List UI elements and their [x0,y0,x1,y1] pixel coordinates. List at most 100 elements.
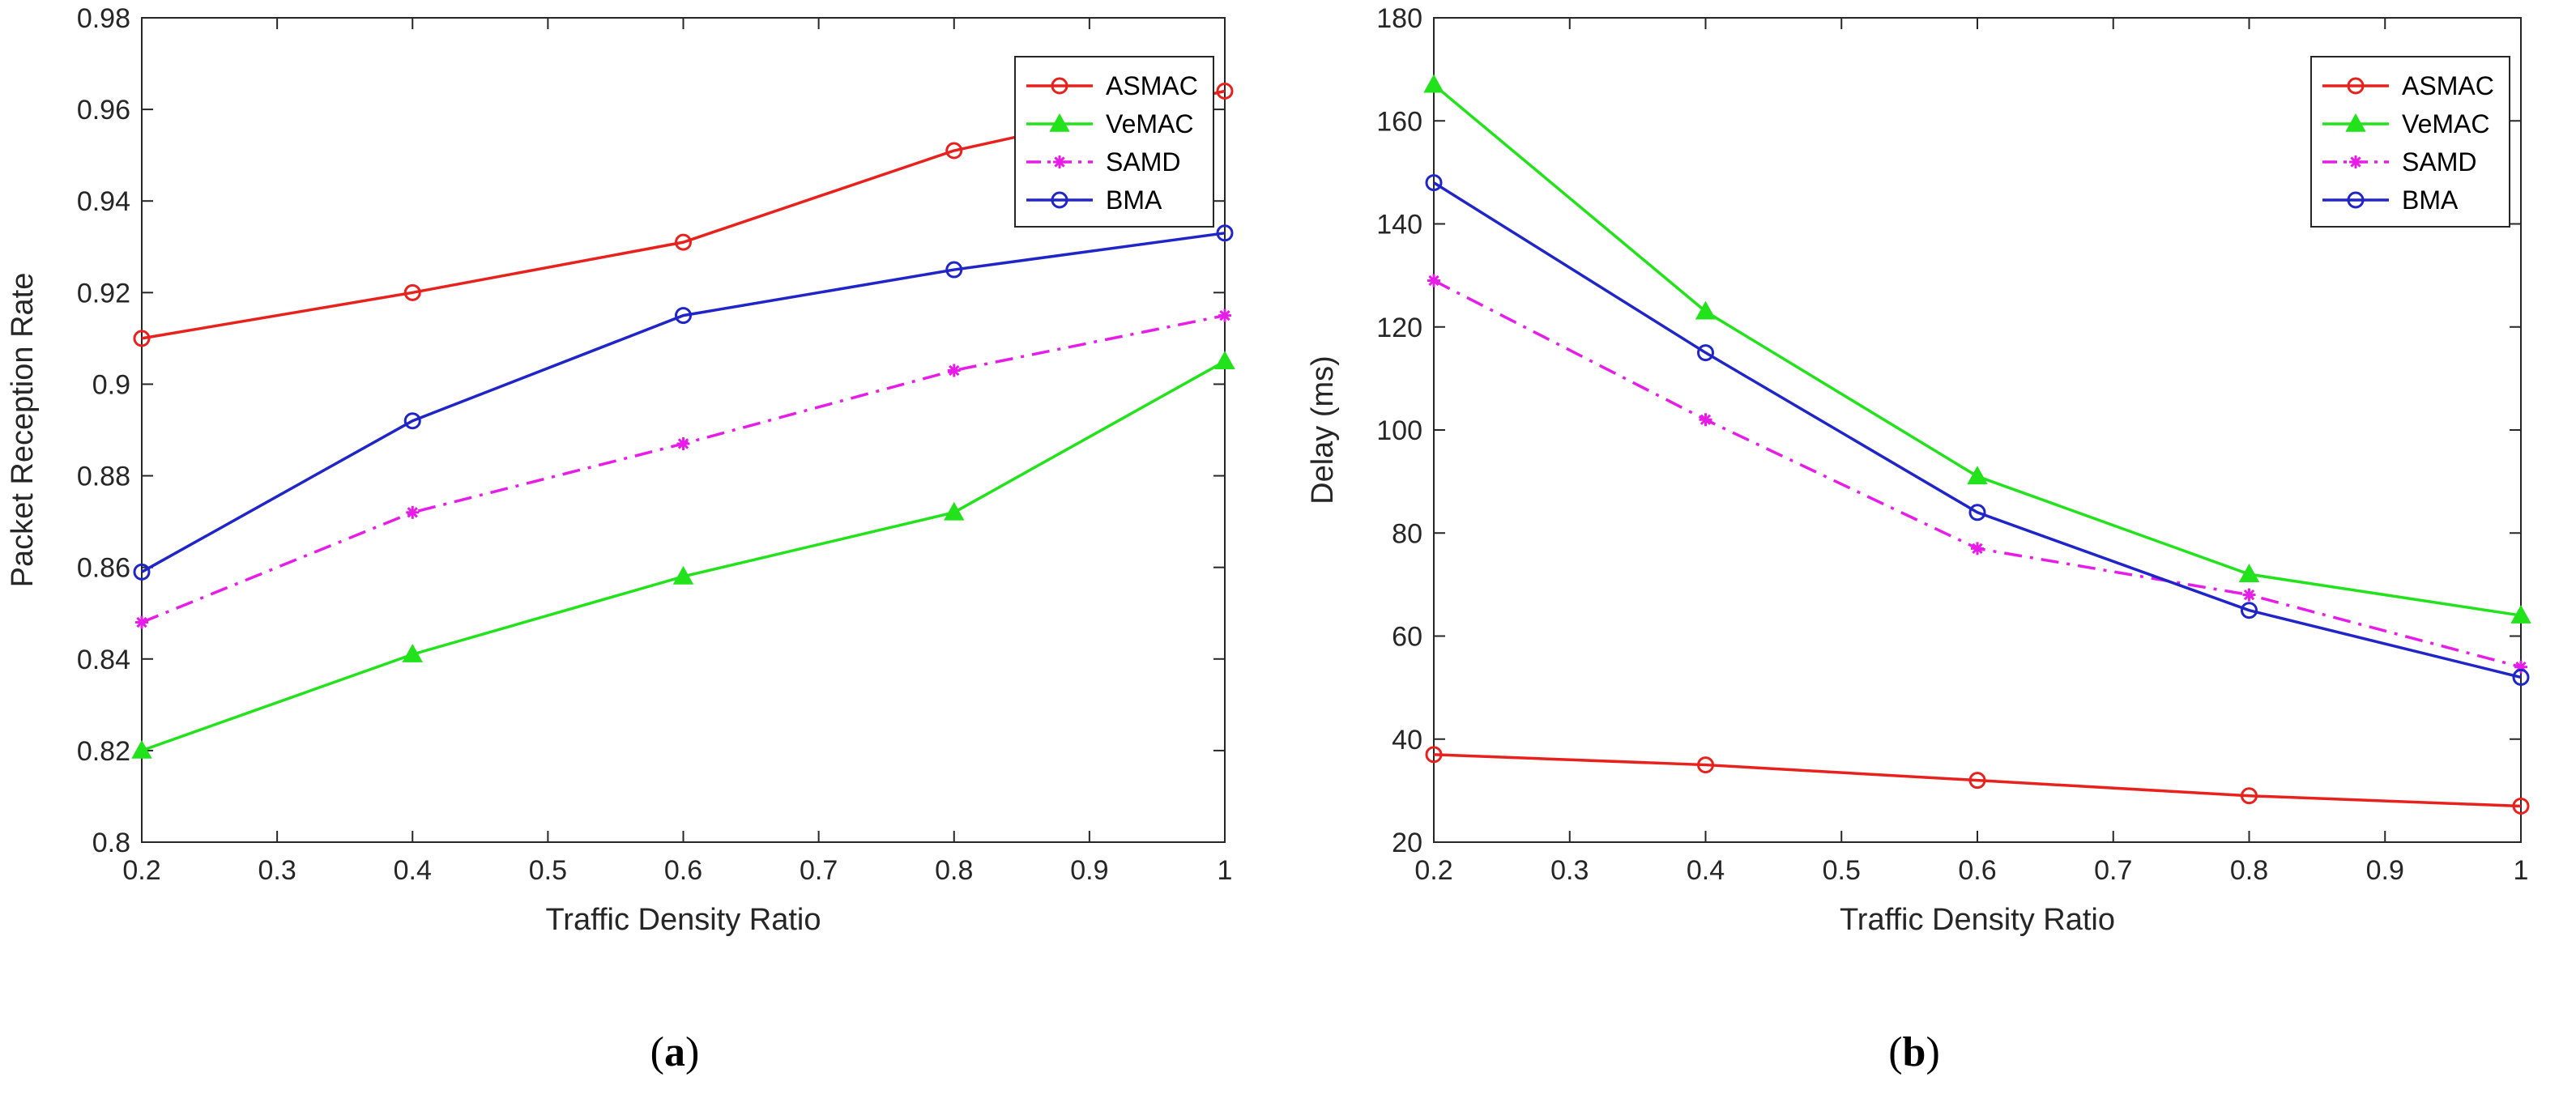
y-tick-label-a: 0.96 [77,95,130,126]
legend-item-bma-a: BMA [1026,185,1162,215]
legend-marker-asmac-b [2347,77,2365,95]
data-point-bma-b [1968,504,1986,521]
legend-item-vemac-b: VeMAC [2322,109,2489,138]
x-tick-label-b: 0.8 [2230,855,2268,886]
caption-b-close: ) [1926,1029,1940,1075]
x-tick-label-b: 0.2 [1414,855,1452,886]
y-tick-label-b: 80 [1392,518,1422,549]
data-point-samd-b [1699,413,1712,427]
y-tick-label-a: 0.88 [77,462,130,492]
x-tick-label-a: 0.9 [1070,855,1108,886]
x-tick-label-a: 0.3 [258,855,296,886]
data-point-asmac-b [2512,797,2530,815]
data-point-asmac-a [1216,82,1234,100]
data-point-vemac-a [672,565,694,585]
data-point-vemac-a [1214,351,1235,369]
data-point-vemac-b [1695,300,1717,320]
y-tick-label-a: 0.84 [77,645,130,675]
legend-marker-samd-a [1053,155,1066,168]
y-tick-label-b: 160 [1376,106,1422,137]
series-vemac-a [131,351,1235,759]
caption-b: (b) [1833,1028,1995,1076]
series-bma-b [1425,174,2530,686]
y-tick-label-b: 60 [1392,622,1422,653]
data-point-asmac-b [1697,756,1714,774]
series-line-bma-b [1433,181,2522,679]
data-point-bma-b [2241,602,2258,619]
data-point-vemac-a [944,501,965,521]
caption-b-letter: b [1902,1029,1926,1075]
data-point-bma-b [1697,344,1714,362]
data-point-bma-b [1425,174,1443,192]
x-tick-label-b: 0.5 [1823,855,1861,886]
data-point-samd-a [135,615,148,629]
x-tick-label-a: 0.2 [122,855,160,886]
y-tick-label-a: 0.94 [77,186,130,217]
data-point-asmac-a [945,142,963,160]
x-tick-label-b: 0.7 [2094,855,2132,886]
series-bma-a [133,224,1234,581]
legend-label-asmac-a: ASMAC [1106,71,1198,100]
caption-a: (a) [594,1028,756,1076]
y-tick-label-a: 0.8 [92,828,130,858]
legend-marker-vemac-b [2345,113,2366,132]
legend-item-samd-b: SAMD [2322,147,2476,177]
y-tick-label-b: 120 [1376,313,1422,343]
data-point-asmac-b [1968,772,1986,790]
legend-label-bma-b: BMA [2402,185,2459,215]
y-tick-label-b: 20 [1392,828,1422,858]
legend-label-asmac-b: ASMAC [2402,71,2494,100]
data-point-asmac-b [2241,787,2258,805]
data-point-vemac-b [1423,74,1444,93]
legend-item-vemac-a: VeMAC [1026,109,1193,138]
legend-marker-asmac-a [1051,77,1068,95]
y-tick-label-a: 0.98 [77,3,130,34]
data-point-vemac-a [131,739,152,759]
y-tick-label-b: 180 [1376,3,1422,34]
series-asmac-b [1425,746,2530,815]
x-tick-label-b: 0.4 [1687,855,1725,886]
data-point-bma-a [403,412,421,430]
data-point-bma-a [133,563,151,581]
data-point-samd-a [676,436,690,450]
y-tick-label-a: 0.92 [77,278,130,309]
series-line-bma-a [141,232,1226,573]
data-point-vemac-b [2238,564,2260,582]
legend-marker-samd-b [2349,155,2362,168]
data-point-samd-b [1971,542,1984,556]
data-point-vemac-b [2510,604,2531,624]
legend-label-vemac-b: VeMAC [2402,109,2489,138]
data-point-samd-a [1218,309,1231,322]
data-point-bma-a [1216,224,1234,242]
data-point-vemac-a [402,644,423,662]
data-point-bma-a [675,307,692,325]
data-point-samd-a [406,505,420,519]
x-tick-label-b: 0.3 [1550,855,1589,886]
legend-item-bma-b: BMA [2322,185,2459,215]
y-tick-label-b: 40 [1392,725,1422,756]
x-tick-label-a: 0.4 [394,855,432,886]
x-tick-label-a: 0.6 [664,855,702,886]
data-point-bma-a [945,261,963,279]
data-point-asmac-a [675,233,692,251]
y-axis-title-a: Packet Reception Rate [6,273,40,588]
chart-b: 0.2 0.3 0.4 0.5 0.6 0.7 0.8 0.9 1204060801001201… [1306,3,2531,937]
series-vemac-b [1423,74,2531,624]
x-tick-label-b: 1 [2514,855,2529,886]
series-line-asmac-b [1433,753,2522,808]
x-tick-label-b: 0.9 [2366,855,2404,886]
data-point-asmac-a [403,283,421,301]
legend-a: ASMAC VeMAC SAMD BMA [1014,56,1214,228]
caption-b-open: ( [1888,1029,1903,1075]
legend-b: ASMAC VeMAC SAMD BMA [2310,56,2510,228]
x-tick-label-a: 1 [1218,855,1233,886]
y-tick-label-a: 0.9 [92,369,130,400]
legend-item-asmac-b: ASMAC [2322,71,2494,100]
caption-a-open: ( [650,1029,664,1075]
data-point-samd-b [1427,274,1440,287]
data-point-asmac-b [1425,746,1443,764]
legend-label-vemac-a: VeMAC [1106,109,1193,138]
y-tick-label-a: 0.82 [77,736,130,767]
x-tick-label-b: 0.6 [1958,855,1996,886]
